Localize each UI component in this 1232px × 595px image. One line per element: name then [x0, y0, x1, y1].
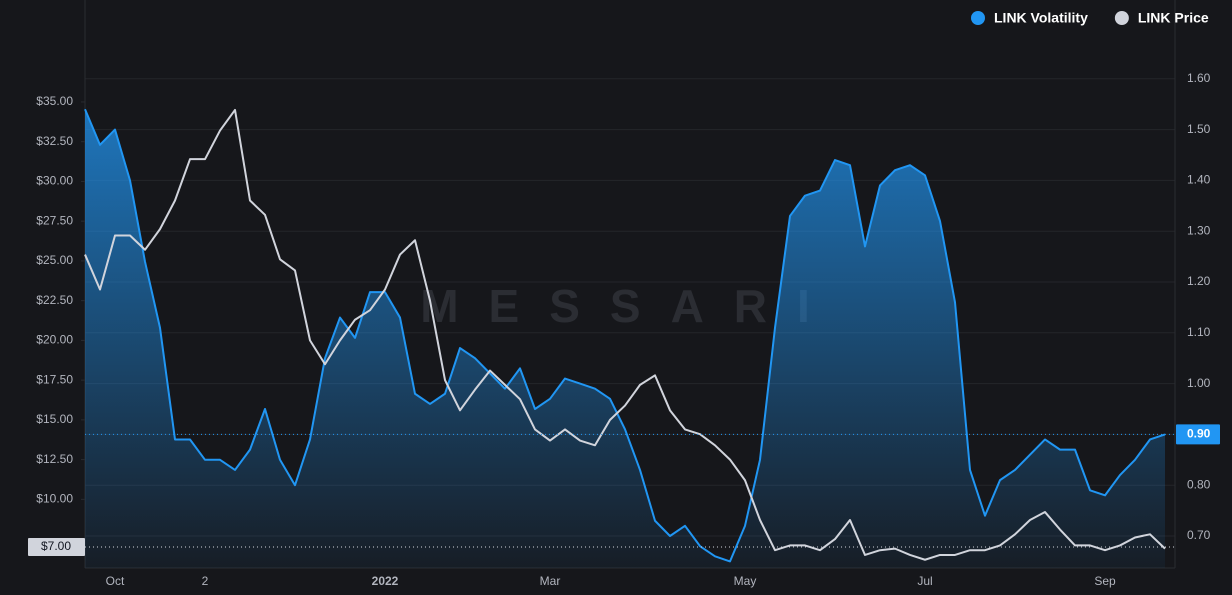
y2-tick-label: 0.80 — [1187, 477, 1211, 491]
x-tick-label: 2022 — [372, 574, 399, 588]
marker-box — [28, 538, 85, 557]
legend-label: LINK Price — [1138, 10, 1209, 26]
line — [84, 108, 1166, 561]
marker-label: $7.00 — [41, 539, 71, 553]
area — [85, 109, 1165, 568]
marker-box — [1176, 424, 1220, 445]
marker-label: 0.90 — [1187, 427, 1211, 441]
y-tick-label: $15.00 — [36, 412, 73, 426]
y2-tick-label: 1.00 — [1187, 376, 1211, 390]
x-tick-label: May — [734, 574, 757, 588]
y2-tick-label: 1.40 — [1187, 173, 1211, 187]
y2-tick-label: 1.20 — [1187, 274, 1211, 288]
y2-tick-label: 0.70 — [1187, 528, 1211, 542]
y2-tick-label: 1.30 — [1187, 223, 1211, 237]
y-tick-label: $25.00 — [36, 253, 73, 267]
watermark: MESSARI — [420, 280, 840, 332]
y-tick-label: $22.50 — [36, 293, 73, 307]
y-tick-label: $12.50 — [36, 452, 73, 466]
x-tick-label: Jul — [917, 574, 932, 588]
legend-label: LINK Volatility — [994, 10, 1088, 26]
x-tick-label: 2 — [202, 574, 209, 588]
y2-tick-label: 1.10 — [1187, 325, 1211, 339]
y-tick-label: $20.00 — [36, 333, 73, 347]
line — [84, 108, 1166, 563]
x-tick-label: Oct — [106, 574, 125, 588]
x-tick-label: Sep — [1094, 574, 1116, 588]
y-tick-label: $35.00 — [36, 94, 73, 108]
y-tick-label: $17.50 — [36, 372, 73, 386]
y2-tick-label: 1.60 — [1187, 71, 1211, 85]
x-tick-label: Mar — [540, 574, 561, 588]
y2-tick-label: 1.50 — [1187, 122, 1211, 136]
legend-swatch — [971, 11, 985, 25]
legend-swatch — [1114, 11, 1129, 25]
y-tick-label: $32.50 — [36, 134, 73, 148]
y-tick-label: $10.00 — [36, 492, 73, 506]
y-tick-label: $27.50 — [36, 213, 73, 227]
y-tick-label: $30.00 — [36, 174, 73, 188]
